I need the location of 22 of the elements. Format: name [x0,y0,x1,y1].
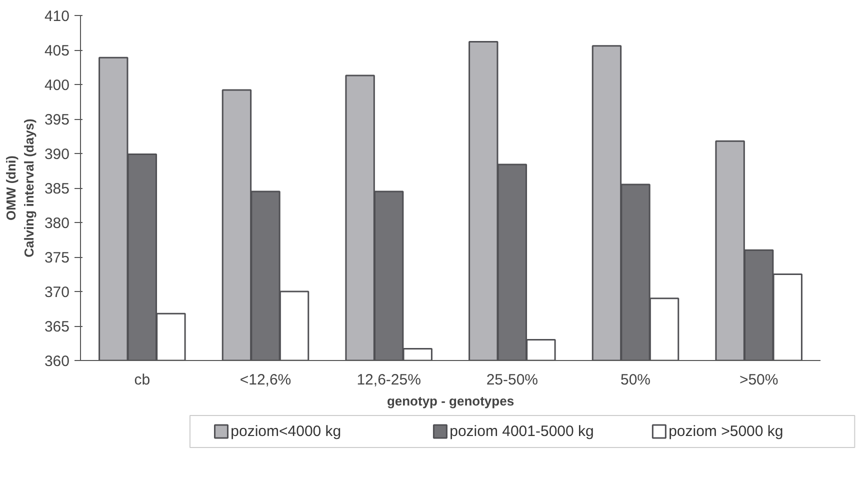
y-tick-label: 405 [44,42,70,60]
x-tick-label: cb [134,372,150,388]
y-tick-label: 390 [44,146,70,163]
legend-label: poziom >5000 kg [668,423,784,440]
y-tick-label: 370 [44,284,70,301]
y-tick-label: 360 [44,353,70,370]
legend-label: poziom 4001-5000 kg [450,423,594,440]
x-tick-label: 12,6-25% [356,372,421,388]
y-axis-title: OMW (dni) Calving interval (days) [3,118,36,258]
x-tick-label: 25-50% [486,372,538,388]
y-tick-label: 400 [44,77,70,94]
y-tick-label: 380 [44,215,70,232]
legend-label: poziom<4000 kg [230,423,342,440]
x-tick-label: 50% [620,372,651,388]
x-tick-label: <12,6% [240,372,292,388]
y-tick-label: 395 [44,112,70,128]
y-tick-label: 410 [44,8,70,25]
x-axis-title: genotyp - genotypes [386,394,514,408]
x-tick-label: >50% [739,372,778,388]
y-tick-label: 365 [44,318,70,336]
y-tick-label: 385 [44,180,70,198]
y-tick-label: 375 [44,250,70,266]
